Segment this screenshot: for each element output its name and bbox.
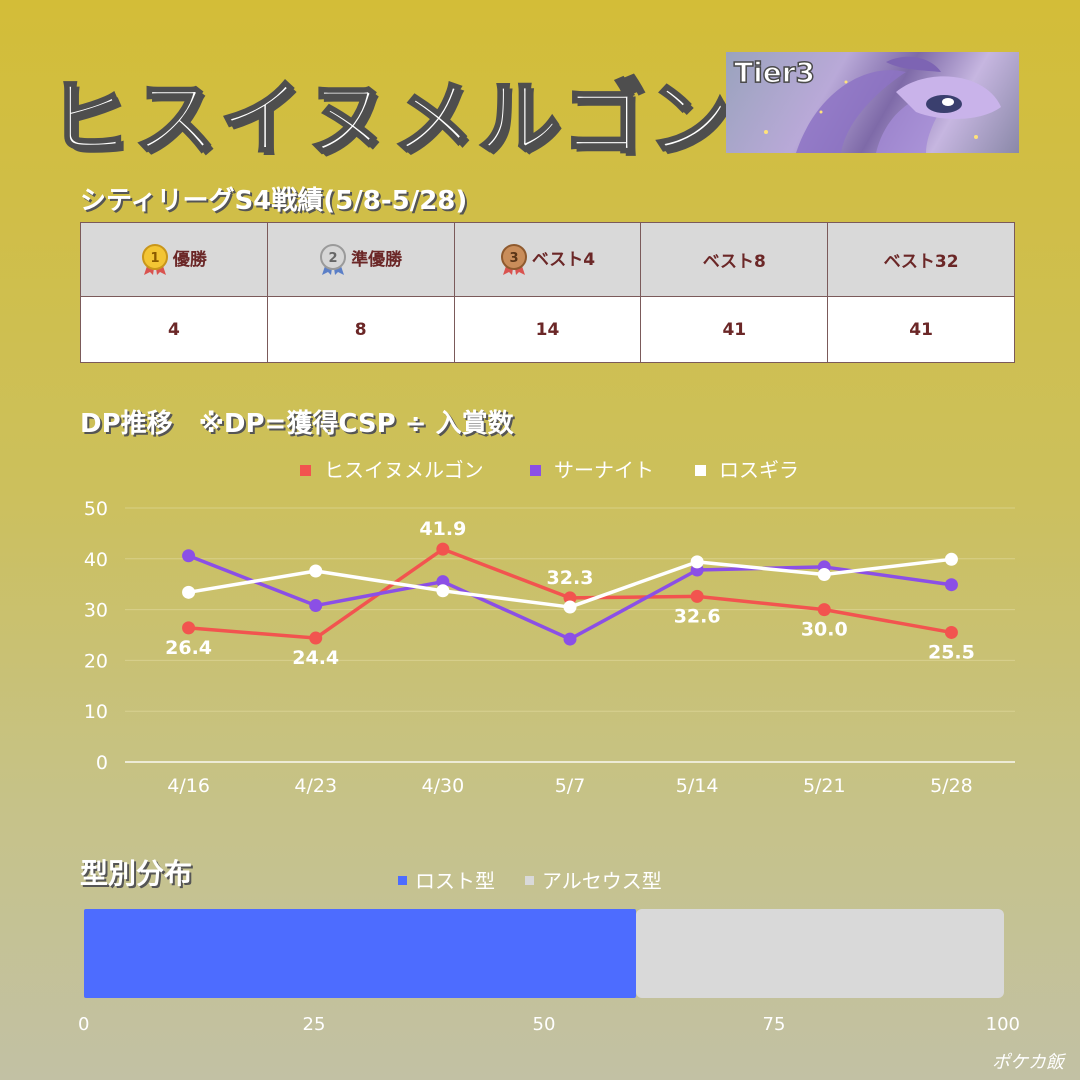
- y-tick-label: 10: [84, 701, 108, 723]
- x-tick-label: 4/30: [422, 775, 465, 797]
- silver-medal-icon: 2: [320, 243, 347, 275]
- data-point: [944, 625, 958, 639]
- distribution-bar-chart: ロスト型 アルセウス型 0 25 50 75 100: [78, 869, 1020, 1035]
- header-runner-up: 2 準優勝: [266, 222, 455, 297]
- watermark: ポケカ飯: [992, 1052, 1064, 1073]
- tier-label: Tier3: [733, 55, 815, 90]
- data-point: [944, 552, 958, 566]
- header-best32: ベスト32: [827, 222, 1015, 297]
- page-title: ヒスイヌメルゴン: [46, 71, 735, 169]
- x-tick-label: 0: [78, 1014, 89, 1035]
- header-winner: 1 優勝: [80, 222, 268, 297]
- value-winner: 4: [80, 296, 268, 363]
- legend-label: ヒスイヌメルゴン: [324, 458, 484, 482]
- y-tick-label: 30: [84, 600, 108, 622]
- header-best4: 3 ベスト4: [453, 222, 642, 297]
- tier-card: Tier3: [726, 52, 1019, 153]
- y-tick-label: 40: [84, 549, 108, 571]
- results-value-row: 4 8 14 41 41: [80, 296, 1015, 363]
- results-table: 1 優勝 2 準優勝 3 ベスト4 ベスト8 ベスト32 4 8 14 41: [80, 222, 1015, 363]
- x-tick-label: 5/7: [555, 775, 586, 797]
- header-label: 優勝: [172, 249, 207, 270]
- data-point: [309, 631, 323, 645]
- y-tick-label: 20: [84, 650, 108, 672]
- data-point: [690, 555, 704, 569]
- gold-medal-icon: 1: [141, 243, 168, 275]
- data-label: 41.9: [419, 518, 466, 540]
- data-point: [309, 564, 323, 578]
- value-best8: 41: [640, 296, 829, 363]
- results-header-row: 1 優勝 2 準優勝 3 ベスト4 ベスト8 ベスト32: [80, 222, 1015, 297]
- data-label: 26.4: [165, 637, 212, 659]
- data-point: [563, 591, 577, 605]
- data-point: [690, 589, 704, 603]
- legend-label: ロスト型: [415, 869, 495, 893]
- data-point: [309, 599, 323, 613]
- data-point: [436, 575, 450, 589]
- dp-line-chart: ヒスイヌメルゴン サーナイト ロスギラ 0 10 20 30 40 50 4/16 4/23 4/30…: [84, 458, 1015, 797]
- data-point: [563, 632, 577, 646]
- data-point: [944, 578, 958, 592]
- legend-label: アルセウス型: [542, 869, 662, 893]
- pokemon-art: [764, 56, 1001, 153]
- data-point: [182, 621, 196, 635]
- data-point: [436, 542, 450, 556]
- legend-swatch: [695, 465, 706, 476]
- data-point: [817, 568, 831, 582]
- x-tick-label: 50: [533, 1014, 556, 1035]
- legend-label: サーナイト: [554, 458, 654, 482]
- dp-chart-title: DP推移 ※DP=獲得CSP ÷ 入賞数: [80, 409, 514, 439]
- svg-text:3: 3: [509, 251, 518, 266]
- x-tick-label: 5/21: [803, 775, 846, 797]
- value-runner-up: 8: [266, 296, 455, 363]
- y-tick-label: 50: [84, 498, 108, 520]
- x-tick-label: 5/14: [676, 775, 719, 797]
- data-point: [563, 600, 577, 614]
- svg-text:2: 2: [329, 251, 338, 266]
- bronze-medal-icon: 3: [500, 243, 527, 275]
- value-best4: 14: [453, 296, 642, 363]
- data-label: 30.0: [801, 619, 848, 641]
- legend-swatch: [525, 876, 534, 885]
- distribution-title: 型別分布: [80, 857, 193, 890]
- legend-swatch: [530, 465, 541, 476]
- header-label: ベスト32: [883, 252, 959, 272]
- legend-label: ロスギラ: [719, 458, 799, 482]
- data-label: 32.6: [674, 605, 721, 627]
- header-label: ベスト4: [531, 249, 596, 270]
- data-label: 24.4: [292, 647, 339, 669]
- x-tick-label: 4/16: [167, 775, 210, 797]
- legend-swatch: [300, 465, 311, 476]
- y-tick-label: 0: [96, 752, 108, 774]
- x-tick-label: 4/23: [294, 775, 337, 797]
- legend-swatch: [398, 876, 407, 885]
- data-point: [182, 549, 196, 563]
- x-tick-label: 100: [986, 1014, 1020, 1035]
- data-point: [182, 585, 196, 599]
- header-best8: ベスト8: [640, 222, 829, 297]
- x-tick-label: 5/28: [930, 775, 973, 797]
- data-label: 32.3: [547, 567, 594, 589]
- data-label: 25.5: [928, 641, 975, 663]
- header-label: ベスト8: [702, 252, 766, 272]
- data-point: [436, 584, 450, 598]
- bar-segment: [84, 909, 636, 998]
- x-tick-label: 75: [763, 1014, 786, 1035]
- bar-segment: [636, 909, 1004, 998]
- x-tick-label: 25: [303, 1014, 326, 1035]
- value-best32: 41: [827, 296, 1015, 363]
- results-title: シティリーグS4戦績(5/8-5/28): [80, 186, 468, 216]
- svg-text:1: 1: [150, 251, 159, 266]
- header-label: 準優勝: [351, 249, 403, 270]
- data-point: [817, 603, 831, 617]
